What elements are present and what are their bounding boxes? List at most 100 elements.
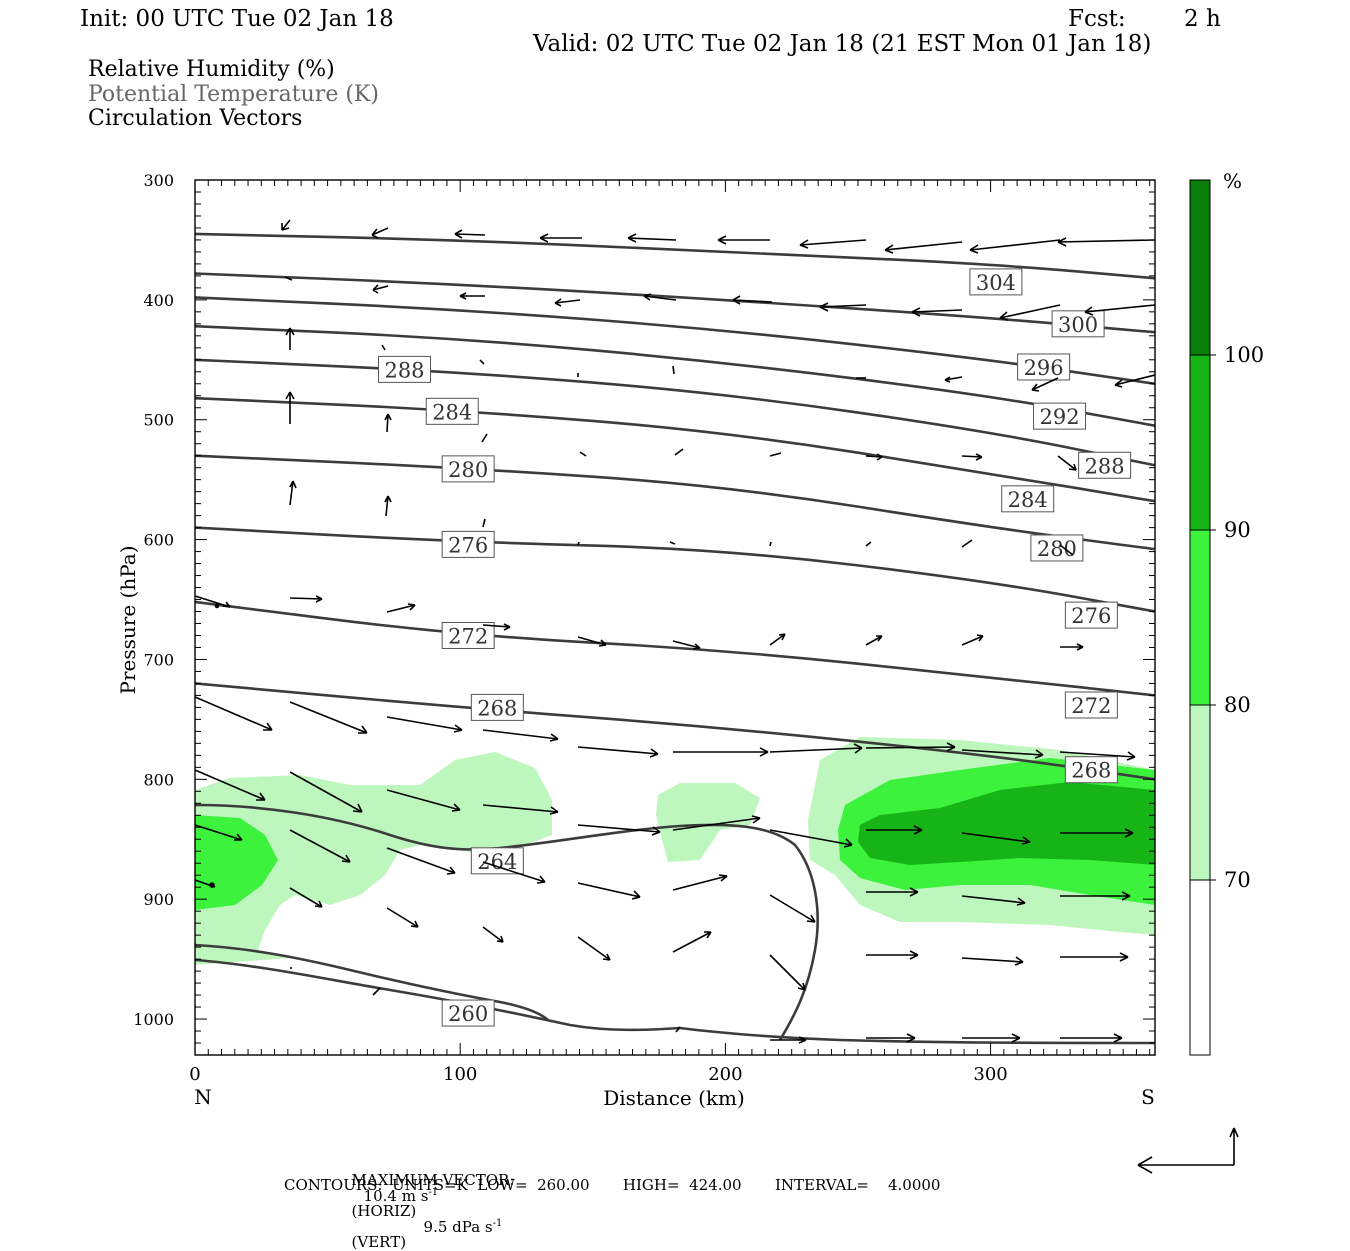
colorbar-band-below-70: [1190, 880, 1210, 1055]
vector-arrow: [1084, 304, 1155, 316]
vector-arrow: [961, 539, 973, 548]
vector-arrow: [482, 804, 559, 815]
vector-arrow: [285, 391, 295, 424]
vector-arrow: [482, 926, 504, 943]
vector-arrow: [481, 433, 488, 443]
vector-arrow: [672, 874, 728, 891]
theta-contour-292: [195, 324, 1155, 427]
legend-potential-temperature: Potential Temperature (K): [88, 82, 379, 107]
vector-arrow: [866, 825, 923, 835]
contour-label-box: [1030, 534, 1084, 562]
y-tick-label: 600: [143, 531, 174, 550]
x-tick-label: 0: [189, 1064, 200, 1085]
contour-label-box: [378, 355, 432, 383]
colorbar-label-90: 90: [1224, 518, 1251, 542]
vector-arrow: [1057, 455, 1077, 471]
max-vector-line: MAXIMUM VECTOR: 10.4 m s-1 (HORIZ) 9.5 d…: [342, 1158, 515, 1250]
contours-info: CONTOURS: UNITS=K LOW= 260.00 HIGH= 424.…: [284, 1176, 941, 1194]
contour-label: 288: [384, 358, 424, 382]
vector-arrow: [866, 1033, 916, 1043]
vector-arrow: [281, 219, 291, 231]
max-vector-vert: 9.5 dPa s: [423, 1218, 493, 1236]
legend-circulation-vectors: Circulation Vectors: [88, 106, 303, 131]
contour-label: 272: [448, 624, 488, 648]
contour-label-box: [1001, 485, 1055, 513]
vector-arrow: [454, 229, 486, 239]
vector-arrow: [769, 541, 772, 547]
contour-label: 268: [477, 696, 517, 720]
vector-arrow: [672, 640, 701, 650]
vector-arrow: [195, 769, 266, 801]
vector-arrow: [865, 635, 883, 646]
vector-arrow: [386, 603, 416, 613]
y-tick-label: 300: [143, 171, 174, 190]
vector-arrow: [579, 451, 587, 457]
vector-arrow: [289, 595, 323, 603]
contour-label: 272: [1071, 694, 1111, 718]
max-vector-horiz-exp: -1: [428, 1187, 439, 1198]
vector-arrow: [386, 789, 461, 812]
contour-label: 280: [448, 458, 488, 482]
vector-arrow: [884, 241, 963, 254]
max-vector-label: MAXIMUM VECTOR:: [351, 1171, 515, 1189]
forecast-label: Fcst:: [1068, 6, 1126, 32]
vector-arrow: [1114, 374, 1155, 388]
max-vector-horiz-unit: (HORIZ): [351, 1202, 417, 1220]
south-end-label: S: [1141, 1085, 1155, 1109]
vector-arrow: [372, 284, 389, 294]
rh-fill-90-100-right: [858, 782, 1155, 865]
valid-time: Valid: 02 UTC Tue 02 Jan 18 (21 EST Mon …: [533, 31, 1152, 57]
y-tick-label: 400: [143, 291, 174, 310]
y-tick-label: 800: [143, 770, 174, 789]
y-tick-label: 700: [143, 650, 174, 669]
contour-label: 276: [448, 533, 488, 557]
vector-arrow: [195, 696, 273, 731]
vector-arrow: [479, 359, 485, 365]
plot-frame: [194, 179, 1156, 1056]
contour-label: 260: [448, 1002, 488, 1026]
vector-arrow: [969, 239, 1061, 254]
contour-label: 276: [1071, 604, 1111, 628]
vector-arrow: [769, 954, 806, 991]
contour-label-box: [969, 268, 1023, 296]
theta-contour-labels: 304 300 296 292 288 288 284 284 280 280 276 276 272 2…: [378, 268, 1132, 1027]
contour-label: 268: [1071, 759, 1111, 783]
vector-arrow: [195, 595, 231, 608]
contour-label: 296: [1024, 356, 1064, 380]
contour-label-box: [441, 455, 495, 483]
vector-arrow: [577, 936, 611, 961]
cross-section-chart: 304 300 296 292 288 288 284 284 280 280 276 276 272 2…: [116, 169, 1264, 1174]
vector-arrow: [674, 448, 684, 456]
vector-arrow: [482, 623, 511, 631]
theta-contour-284: [195, 396, 1155, 503]
theta-contours-low: [195, 803, 1155, 1045]
vector-arrow: [1060, 828, 1134, 838]
vector-arrow: [770, 1036, 807, 1044]
vector-arrow: [577, 824, 661, 836]
vector-arrow: [819, 302, 867, 312]
vector-arrow: [386, 716, 463, 733]
colorbar: % 100 90 80 70: [1189, 169, 1264, 1056]
y-tick-label: 1000: [133, 1010, 174, 1029]
theta-contours: [195, 232, 1155, 781]
init-time: Init: 00 UTC Tue 02 Jan 18: [80, 6, 394, 32]
vector-arrow: [961, 956, 1024, 966]
vector-arrow: [1060, 1033, 1123, 1043]
vector-arrow: [769, 829, 853, 848]
vector-arrow: [577, 636, 607, 647]
vector-arrow: [999, 304, 1061, 321]
contour-label: 280: [1037, 537, 1077, 561]
vector-arrow: [289, 480, 297, 506]
vector-arrow: [672, 365, 675, 375]
rh-fill-80-90-left: [195, 815, 278, 910]
x-tick-label: 100: [443, 1064, 477, 1085]
contour-label: 292: [1039, 405, 1079, 429]
vector-arrow: [386, 847, 456, 875]
vector-arrow: [669, 541, 676, 545]
reference-horizontal-arrow: [1137, 1156, 1234, 1174]
contour-label: 284: [432, 400, 472, 424]
contour-label-box: [1033, 402, 1087, 430]
theta-260-upper-contour: [195, 943, 549, 1022]
circulation-vectors: [195, 219, 1155, 1044]
vector-arrow: [554, 298, 581, 307]
